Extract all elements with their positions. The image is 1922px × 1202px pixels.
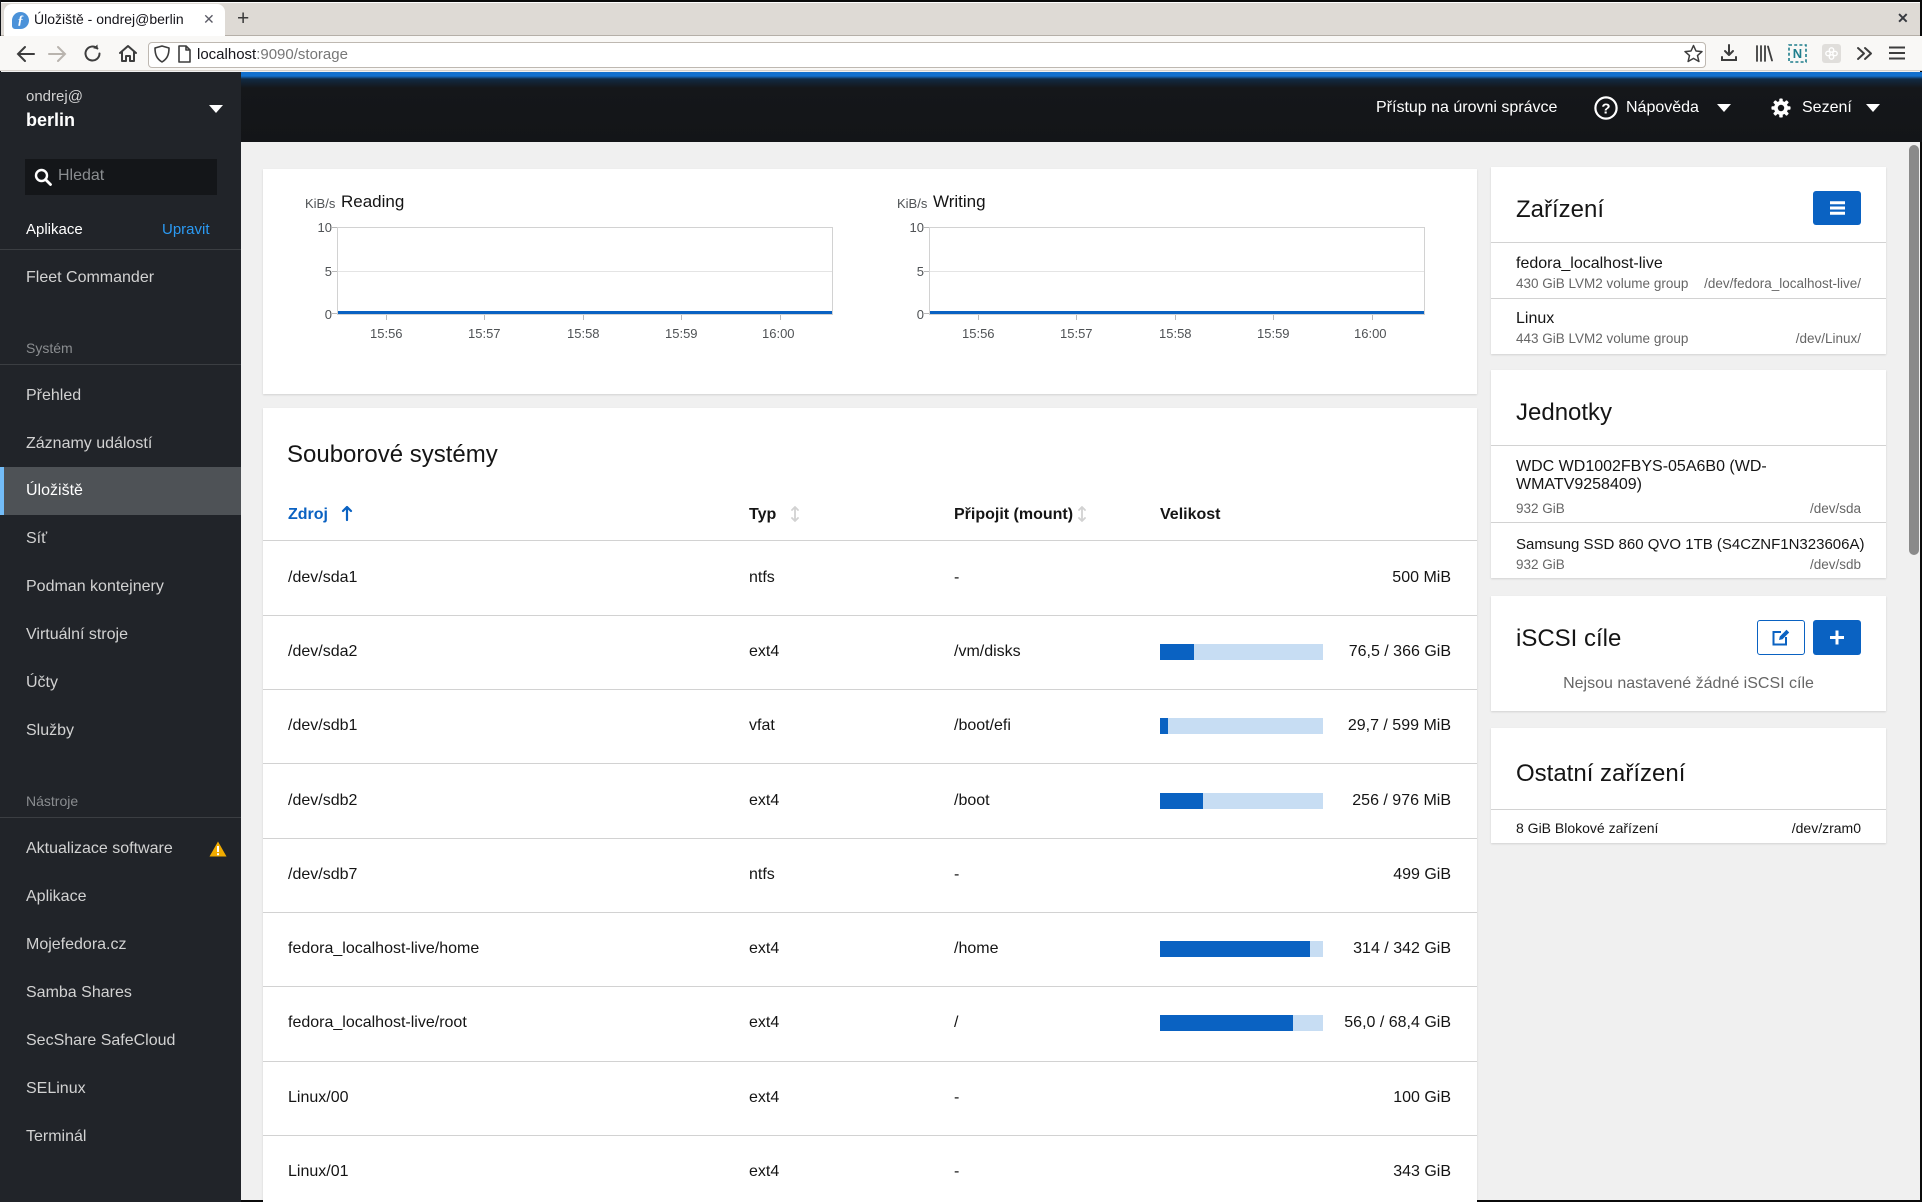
svg-text:N: N: [1793, 46, 1802, 61]
svg-text:?: ?: [1601, 100, 1610, 117]
